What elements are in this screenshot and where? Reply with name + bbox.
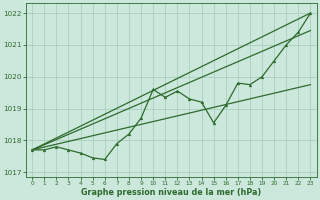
X-axis label: Graphe pression niveau de la mer (hPa): Graphe pression niveau de la mer (hPa) (81, 188, 261, 197)
